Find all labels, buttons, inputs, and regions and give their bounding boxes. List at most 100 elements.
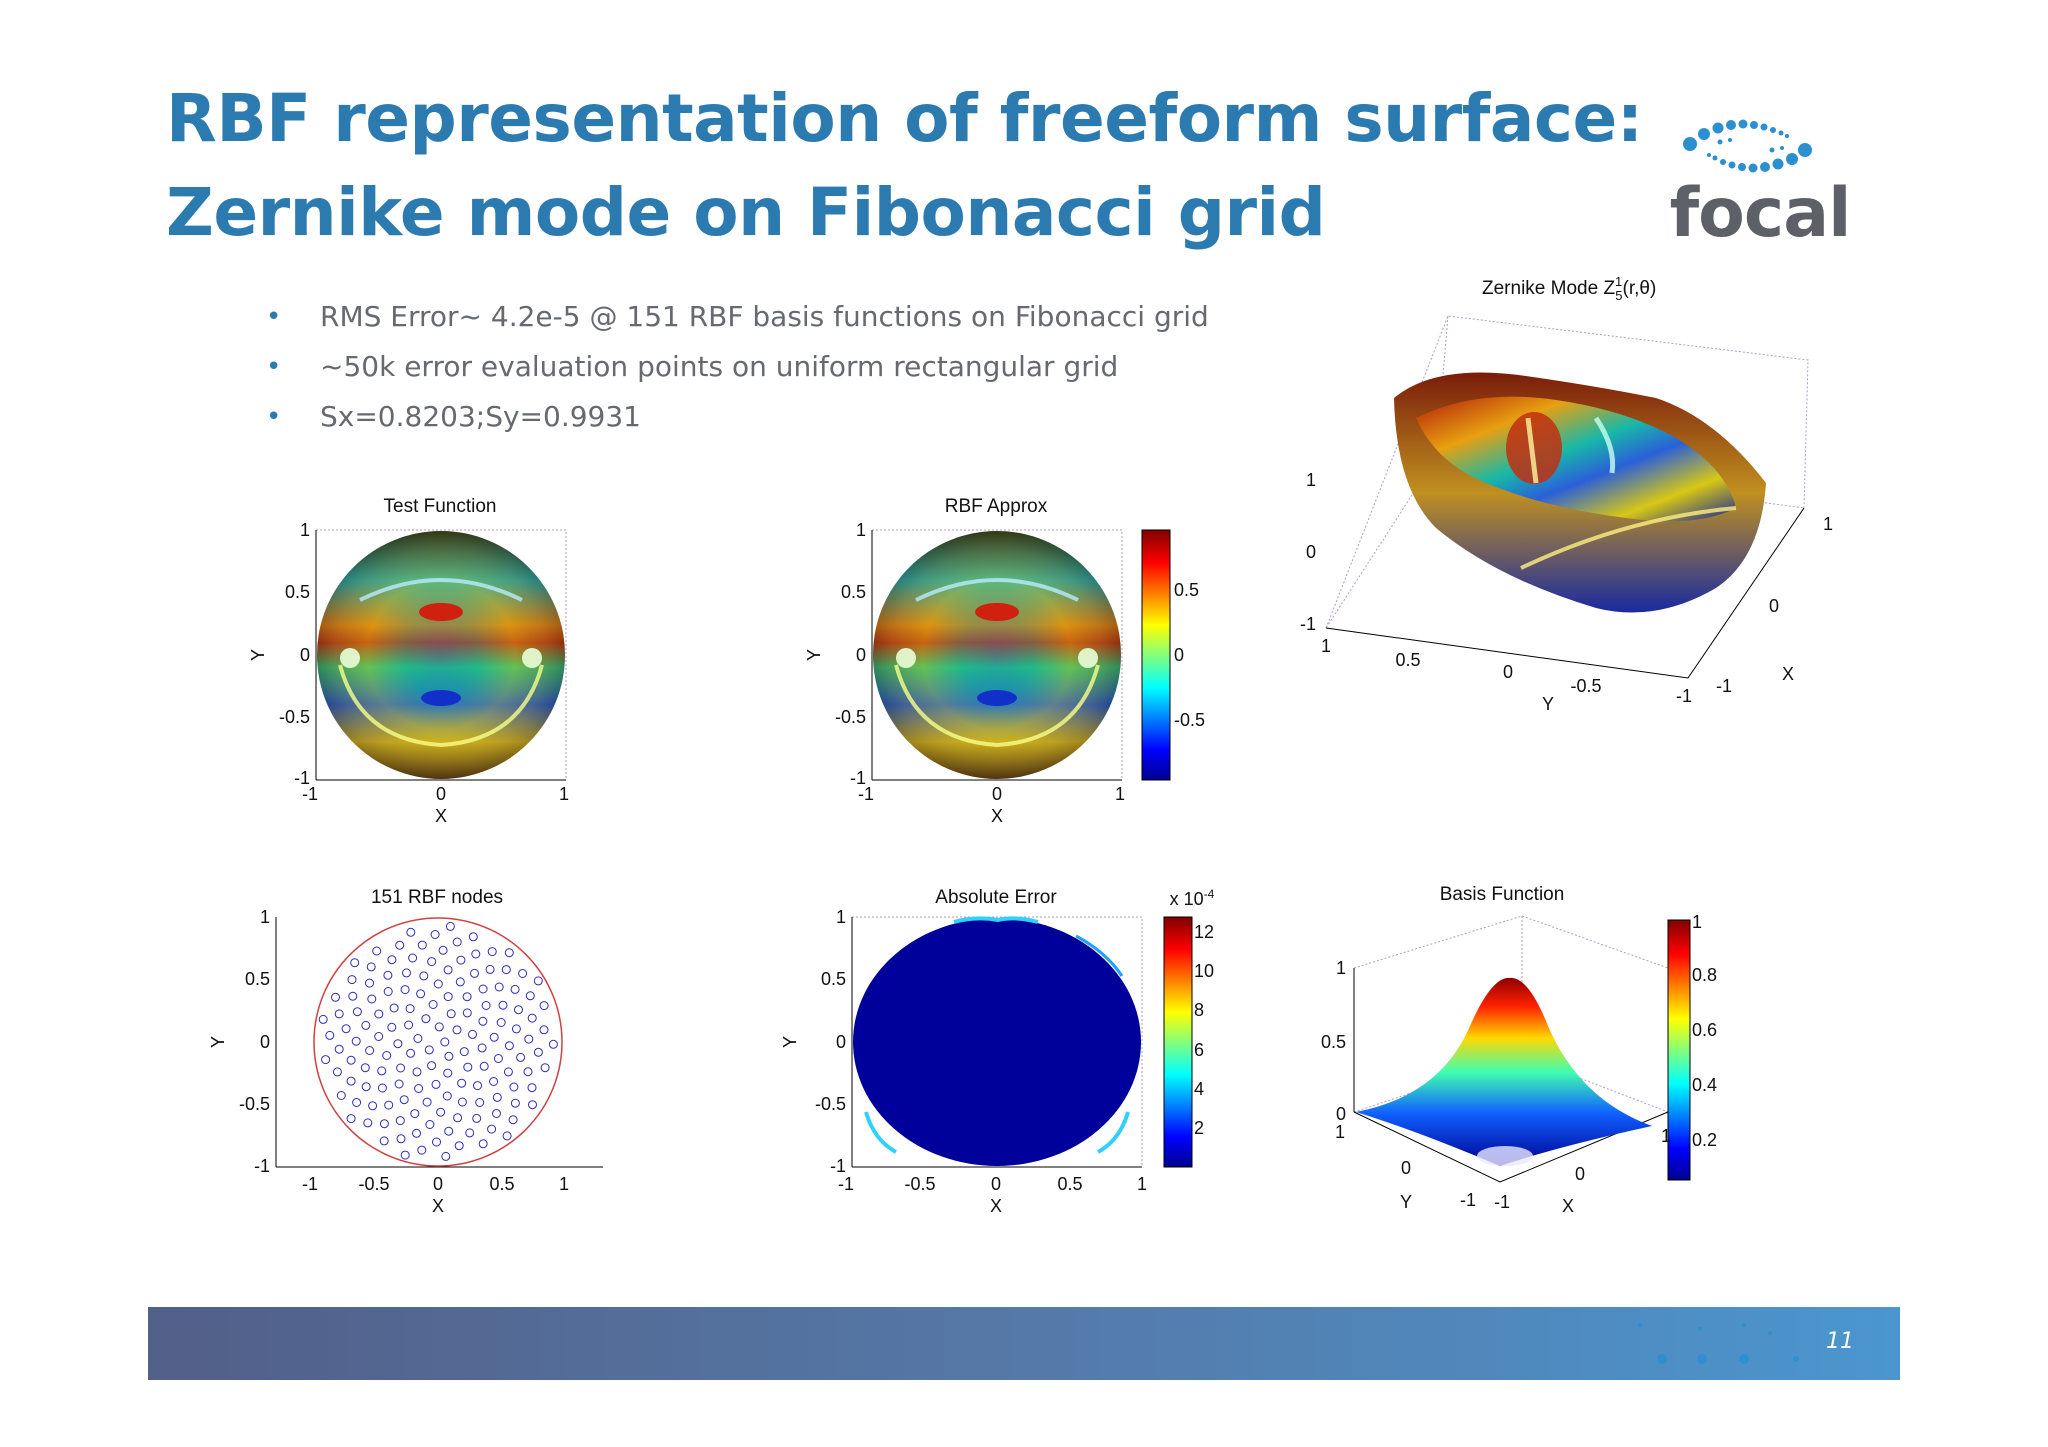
peak-spot [975, 603, 1019, 621]
rbf-node-marker [433, 979, 443, 989]
rbf-node-marker [406, 1048, 416, 1058]
rbf-node-marker [431, 1079, 441, 1089]
rbf-node-marker [428, 1000, 438, 1009]
rbf-node-marker [462, 992, 472, 1002]
rbf-node-marker [539, 1025, 549, 1035]
rbf-node-marker [523, 1067, 533, 1077]
rbf-node-marker [504, 1041, 514, 1051]
rbf-node-marker [444, 1126, 454, 1136]
rbf-node-marker [395, 940, 405, 950]
y-tick: 1 [836, 907, 846, 927]
rbf-node-marker [459, 1047, 469, 1057]
basis-surface [1356, 977, 1652, 1166]
error-edge [953, 916, 1039, 924]
z-tick: 0.5 [1321, 1032, 1346, 1052]
z-tick: 0 [1336, 1104, 1346, 1124]
x-tick: 1 [1115, 784, 1125, 804]
x-tick: 0.5 [489, 1174, 514, 1194]
rbf-node-marker [477, 1043, 487, 1053]
chart-title: RBF Approx [945, 496, 1048, 517]
rbf-node-marker [528, 1100, 537, 1110]
rbf-node-marker [368, 1101, 378, 1111]
colorbar [1141, 529, 1171, 781]
rbf-node-marker [470, 968, 479, 978]
x-tick: 1 [1137, 1174, 1147, 1194]
rbf-node-marker [462, 1008, 472, 1018]
y-tick: 0 [836, 1032, 846, 1052]
colorbar [1667, 919, 1691, 1181]
x-tick: 1 [1823, 514, 1833, 534]
rbf-node-marker [468, 932, 478, 942]
y-tick: 1 [260, 907, 270, 927]
rbf-node-marker [394, 1079, 404, 1089]
x-tick: 0.5 [1057, 1174, 1082, 1194]
rbf-node-marker [454, 1141, 464, 1151]
bullet-icon: • [266, 352, 282, 382]
slide-title: RBF representation of freeform surface: … [166, 72, 1643, 260]
rbf-node-marker [487, 1124, 497, 1134]
rbf-node-marker [400, 1150, 410, 1160]
highlight-spot [340, 648, 360, 668]
rbf-node-marker [455, 977, 465, 987]
rbf-node-marker [494, 982, 504, 992]
rbf-node-marker [404, 1020, 414, 1030]
bullet-icon: • [266, 402, 282, 432]
bullet-item: • RMS Error~ 4.2e-5 @ 151 RBF basis funct… [262, 292, 1209, 342]
rbf-node-marker [405, 1004, 415, 1014]
rbf-node-marker [508, 1115, 518, 1125]
rbf-node-marker [510, 1098, 520, 1108]
rbf-node-marker [453, 1113, 463, 1123]
rbf-node-marker [502, 1131, 512, 1141]
rbf-node-marker [379, 1119, 389, 1129]
rbf-node-marker [452, 1025, 462, 1035]
y-tick: 1 [856, 520, 866, 540]
rbf-node-marker [416, 989, 426, 999]
colorbar-tick: 0.4 [1692, 1075, 1717, 1095]
rbf-node-marker [489, 1077, 499, 1086]
y-tick: -0.5 [279, 707, 310, 727]
rbf-node-marker [427, 1061, 437, 1071]
rbf-node-marker [367, 994, 377, 1004]
rbf-node-marker [471, 949, 481, 959]
rbf-node-marker [446, 1009, 456, 1019]
x-tick: -0.5 [358, 1174, 389, 1194]
rbf-node-marker [350, 958, 360, 968]
rbf-node-marker [393, 1039, 403, 1049]
rbf-node-marker [527, 1083, 537, 1093]
rbf-node-marker [432, 1137, 441, 1147]
x-tick: 0 [1769, 596, 1779, 616]
bullet-text: ~50k error evaluation points on uniform … [320, 350, 1119, 383]
rbf-node-marker [518, 969, 528, 978]
x-tick: -1 [302, 1174, 318, 1194]
page-number: 11 [1826, 1329, 1854, 1354]
y-tick: 0 [260, 1032, 270, 1052]
rbf-node-marker [384, 1100, 394, 1110]
colorbar-tick: 0.6 [1692, 1020, 1717, 1040]
x-label: X [990, 1196, 1002, 1216]
y-tick: -0.5 [815, 1094, 846, 1114]
rbf-node-marker [331, 992, 340, 1002]
rbf-node-marker [487, 947, 497, 957]
x-tick: 1 [559, 1174, 569, 1194]
footer-bar: 11 [148, 1307, 1900, 1380]
rbf-node-marker [321, 1055, 331, 1065]
x-tick: 0 [992, 784, 1002, 804]
highlight-ridge [359, 578, 523, 602]
colorbar-tick: 2 [1194, 1118, 1204, 1138]
y-tick: 0 [1401, 1158, 1411, 1178]
rbf-node-marker [485, 964, 495, 974]
rbf-node-marker [374, 1032, 384, 1041]
rbf-node-marker [387, 955, 397, 965]
rbf-node-marker [389, 1003, 399, 1013]
rbf-node-marker [481, 1001, 491, 1010]
y-tick: -1 [1676, 686, 1692, 706]
error-edge [1075, 934, 1124, 977]
rbf-node-marker [468, 1029, 477, 1039]
rbf-node-marker [533, 976, 543, 986]
x-tick: 0 [433, 1174, 443, 1194]
rbf-node-marker [372, 946, 382, 956]
y-tick: -1 [830, 1156, 846, 1176]
rbf-node-marker [510, 984, 520, 994]
rbf-node-marker [442, 1091, 452, 1101]
rbf-node-marker [478, 1139, 488, 1149]
